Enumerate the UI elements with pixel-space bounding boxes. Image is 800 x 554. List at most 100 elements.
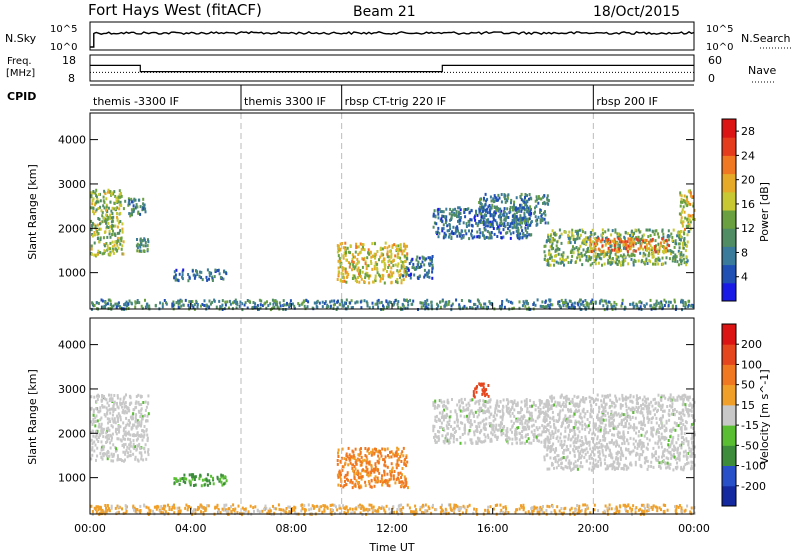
scatter-cell (548, 438, 551, 442)
scatter-cell (135, 205, 138, 209)
scatter-cell (94, 203, 96, 207)
scatter-cell (191, 477, 194, 481)
scatter-cell (349, 480, 352, 484)
scatter-cell (117, 246, 120, 250)
scatter-cell (112, 408, 115, 412)
scatter-cell (583, 240, 586, 244)
scatter-cell (107, 217, 110, 221)
scatter-cell (530, 220, 533, 224)
scatter-cell (593, 258, 596, 262)
scatter-cell (452, 436, 455, 440)
scatter-cell (453, 435, 455, 438)
scatter-cell (386, 305, 388, 309)
power-colorbar-label: Power [dB] (758, 182, 771, 242)
scatter-cell (640, 407, 643, 411)
nsky-line (90, 30, 695, 48)
scatter-cell (470, 209, 473, 213)
scatter-cell (492, 426, 495, 430)
scatter-cell (487, 407, 490, 411)
scatter-cell (439, 210, 442, 214)
scatter-cell (555, 260, 558, 264)
scatter-cell (188, 479, 191, 483)
scatter-cell (401, 252, 404, 256)
freq-right-tick-top: 60 (708, 54, 722, 67)
scatter-cell (397, 463, 400, 467)
scatter-cell (97, 249, 100, 253)
scatter-cell (484, 221, 487, 224)
scatter-cell (446, 432, 449, 436)
scatter-cell (363, 248, 366, 252)
scatter-cell (401, 467, 404, 470)
scatter-cell (355, 245, 358, 249)
scatter-cell (396, 476, 399, 480)
scatter-cell (128, 419, 130, 422)
scatter-cell (94, 424, 97, 428)
scatter-cell (476, 235, 479, 239)
scatter-cell (132, 204, 135, 208)
scatter-cell (498, 196, 501, 200)
scatter-cell (494, 219, 497, 223)
scatter-cell (476, 213, 479, 217)
scatter-cell (211, 300, 214, 304)
scatter-cell (117, 425, 120, 428)
scatter-cell (107, 433, 110, 437)
scatter-cell (435, 414, 438, 418)
scatter-cell (99, 222, 101, 226)
scatter-cell (605, 252, 608, 256)
scatter-cell (530, 211, 533, 215)
scatter-cell (616, 432, 619, 436)
scatter-cell (438, 411, 441, 415)
scatter-cell (543, 217, 546, 221)
scatter-cell (459, 404, 462, 408)
scatter-cell (633, 237, 636, 241)
scatter-cell (374, 279, 377, 283)
scatter-cell (136, 437, 139, 441)
scatter-cell (138, 442, 141, 446)
scatter-cell (644, 431, 647, 435)
scatter-cell (482, 382, 485, 386)
scatter-cell (553, 396, 556, 400)
scatter-cell (494, 417, 497, 421)
scatter-cell (646, 416, 649, 420)
scatter-cell (343, 301, 346, 305)
scatter-cell (687, 461, 690, 465)
scatter-cell (371, 301, 374, 305)
scatter-cell (531, 424, 534, 428)
scatter-cell (127, 302, 130, 306)
scatter-cell (518, 418, 521, 421)
scatter-cell (536, 298, 539, 302)
scatter-cell (529, 213, 532, 217)
scatter-cell (381, 273, 384, 277)
scatter-cell (390, 252, 393, 256)
scatter-cell (553, 263, 555, 267)
scatter-cell (621, 255, 624, 259)
scatter-cell (116, 415, 119, 419)
scatter-cell (680, 298, 683, 302)
scatter-cell (559, 457, 562, 461)
scatter-cell (468, 299, 470, 303)
scatter-cell (484, 394, 487, 398)
scatter-cell (508, 225, 511, 229)
scatter-cell (604, 467, 607, 471)
scatter-cell (396, 278, 399, 281)
scatter-cell (463, 431, 466, 435)
scatter-cell (110, 220, 113, 224)
scatter-cell (615, 441, 618, 445)
scatter-cell (680, 200, 682, 204)
scatter-cell (625, 405, 628, 408)
scatter-cell (471, 423, 474, 427)
scatter-cell (101, 404, 104, 407)
scatter-cell (388, 244, 391, 248)
freq-left-tick-bottom: 8 (68, 72, 75, 85)
scatter-cell (632, 243, 635, 247)
scatter-cell (161, 305, 164, 309)
scatter-cell (396, 247, 398, 251)
scatter-cell (384, 460, 386, 464)
scatter-cell (124, 452, 127, 456)
scatter-cell (195, 299, 198, 303)
scatter-cell (93, 241, 96, 245)
scatter-cell (528, 197, 530, 201)
scatter-cell (646, 430, 648, 434)
scatter-cell (577, 458, 579, 462)
scatter-cell (632, 426, 635, 430)
